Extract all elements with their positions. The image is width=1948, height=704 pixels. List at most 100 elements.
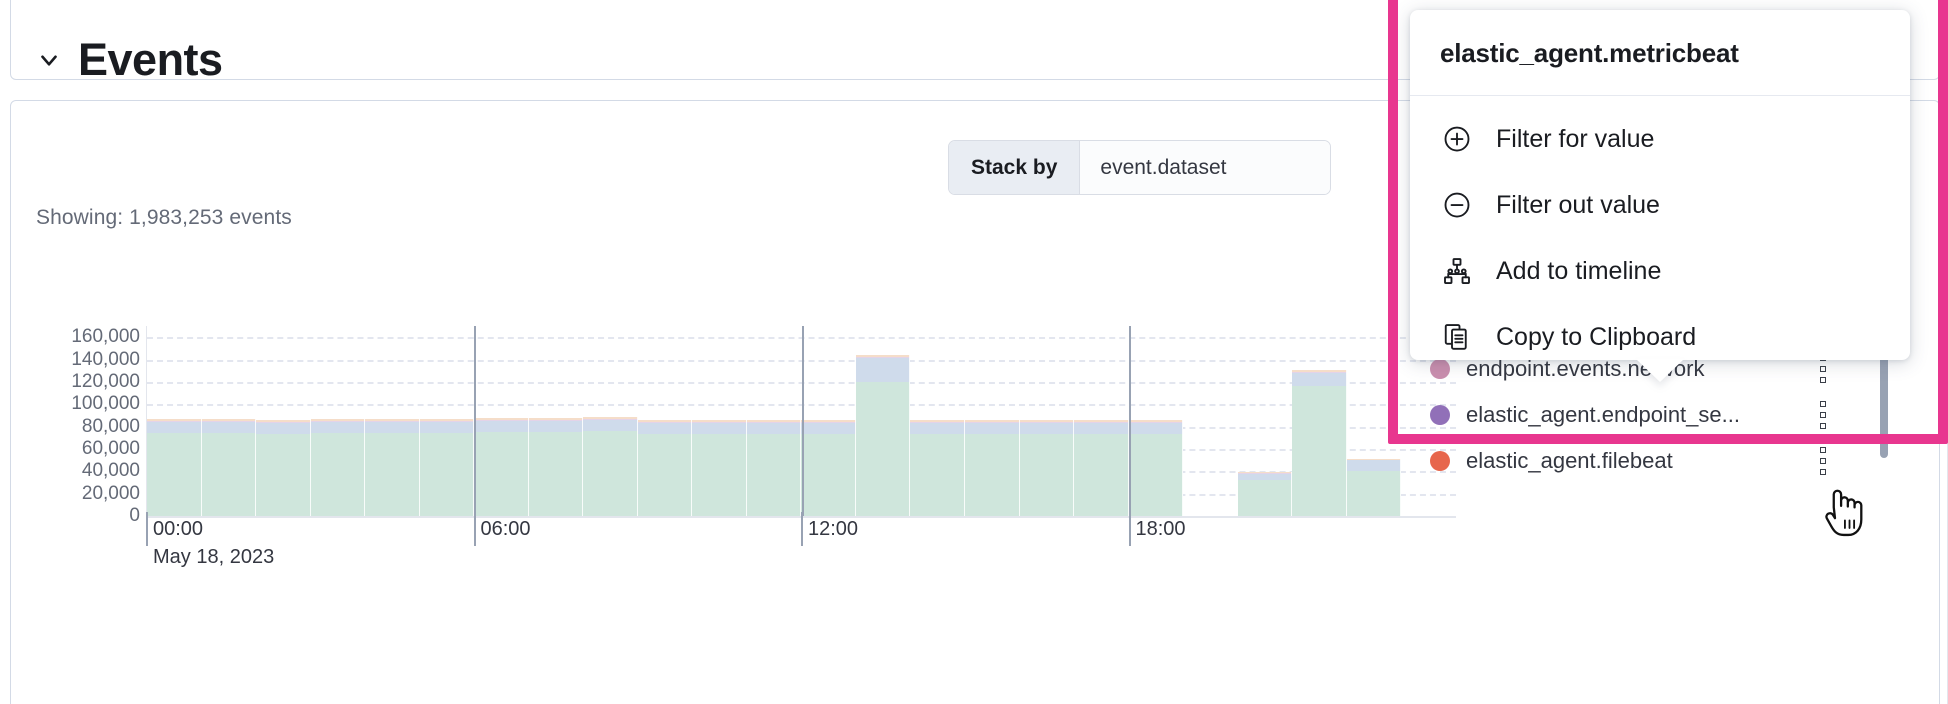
chevron-down-icon[interactable] <box>36 47 62 73</box>
bar-segment <box>474 432 529 516</box>
bar-segment <box>256 423 311 435</box>
bar-segment <box>474 419 529 422</box>
stack-by-control[interactable]: Stack by event.dataset <box>948 140 1332 195</box>
bar-segment <box>256 434 311 516</box>
bar-segment <box>1128 420 1184 423</box>
x-axis-gridline <box>801 326 804 516</box>
bar-column[interactable] <box>1019 326 1075 516</box>
bar-column[interactable] <box>474 326 529 516</box>
x-axis-gridline <box>1128 326 1131 516</box>
bar-segment <box>201 421 257 423</box>
bar-segment <box>1128 423 1184 435</box>
legend-color-dot <box>1430 451 1450 471</box>
bar-column[interactable] <box>365 326 420 516</box>
bar-segment <box>801 422 856 424</box>
bar-segment <box>1346 460 1402 472</box>
bar-segment <box>419 421 475 423</box>
bar-segment <box>1074 420 1129 423</box>
legend-scrollbar-track[interactable] <box>1880 300 1888 630</box>
bar-column[interactable] <box>583 326 638 516</box>
bar-segment <box>1237 480 1293 516</box>
legend-color-dot <box>1430 405 1450 425</box>
bar-column[interactable] <box>147 326 202 516</box>
bar-segment <box>692 420 747 423</box>
drag-handle-icon[interactable] <box>1820 401 1826 429</box>
menu-item-copy-to-clipboard[interactable]: Copy to Clipboard <box>1410 304 1910 370</box>
bar-column[interactable] <box>1183 326 1238 516</box>
x-axis-labels: 00:00 May 18, 2023 06:00 12:00 18:00 <box>146 512 1456 588</box>
bar-segment <box>310 419 366 422</box>
bar-segment <box>855 355 911 358</box>
bar-segment <box>256 422 311 424</box>
legend-scrollbar-thumb[interactable] <box>1880 302 1888 458</box>
bar-segment <box>528 419 584 422</box>
bar-column[interactable] <box>528 326 584 516</box>
bar-column[interactable] <box>801 326 856 516</box>
bar-segment <box>310 433 366 516</box>
x-axis-tick-label: 00:00 <box>153 518 204 540</box>
bar-column[interactable] <box>256 326 311 516</box>
bar-segment <box>419 422 475 434</box>
bar-segment <box>201 433 257 516</box>
legend-color-dot <box>1430 359 1450 379</box>
x-axis-tick-mark <box>1128 512 1131 546</box>
bar-column[interactable] <box>1074 326 1129 516</box>
menu-item-filter-out-value[interactable]: Filter out value <box>1410 172 1910 238</box>
bar-column[interactable] <box>419 326 475 516</box>
x-axis-gridline <box>474 326 477 516</box>
bar-segment <box>365 422 420 434</box>
menu-item-add-to-timeline[interactable]: Add to timeline <box>1410 238 1910 304</box>
y-axis-tick-label: 100,000 <box>71 393 140 415</box>
bar-segment <box>1019 434 1075 516</box>
y-axis-tick-label: 0 <box>129 505 140 526</box>
bar-segment <box>1292 386 1347 516</box>
events-count-label: Showing: 1,983,253 events <box>36 206 292 229</box>
bar-column[interactable] <box>964 326 1020 516</box>
timeline-icon <box>1440 254 1474 288</box>
bar-segment <box>1019 420 1075 423</box>
page-title: Events <box>78 34 223 85</box>
events-histogram: 160,000 140,000 120,000 100,000 80,000 60,000… <box>36 300 1456 600</box>
bar-segment <box>637 420 693 423</box>
bar-segment <box>637 422 693 424</box>
bar-segment <box>1292 369 1347 372</box>
menu-item-label: Filter out value <box>1496 190 1660 219</box>
bar-segment <box>637 434 693 516</box>
bar-column[interactable] <box>692 326 747 516</box>
bar-segment <box>365 433 420 516</box>
legend-item[interactable]: elastic_agent.endpoint_se... <box>1420 392 1850 438</box>
bar-column[interactable] <box>637 326 693 516</box>
menu-item-filter-for-value[interactable]: Filter for value <box>1410 106 1910 172</box>
menu-item-label: Copy to Clipboard <box>1496 322 1697 351</box>
bar-segment <box>147 421 202 423</box>
bar-segment <box>528 418 584 420</box>
bar-segment <box>583 419 638 432</box>
bar-column[interactable] <box>746 326 802 516</box>
legend-item[interactable]: elastic_agent.filebeat <box>1420 438 1850 484</box>
y-axis-tick-label: 40,000 <box>81 460 140 482</box>
stack-by-label: Stack by <box>949 141 1081 194</box>
bar-segment <box>746 434 802 516</box>
stack-by-value[interactable]: event.dataset <box>1080 141 1331 194</box>
popover-menu[interactable]: Filter for value Filter out value Add to t… <box>1410 96 1910 370</box>
bar-segment <box>801 420 856 423</box>
bar-segment <box>365 419 420 422</box>
bar-segment <box>1346 459 1402 460</box>
bar-column[interactable] <box>310 326 366 516</box>
bar-column[interactable] <box>1237 326 1293 516</box>
bar-column[interactable] <box>1292 326 1347 516</box>
plot-area[interactable] <box>146 326 1456 516</box>
plus-in-circle-icon <box>1440 122 1474 156</box>
bar-segment <box>1237 473 1293 481</box>
x-axis-date-label: May 18, 2023 <box>153 546 275 568</box>
bar-column[interactable] <box>201 326 257 516</box>
bar-column[interactable] <box>855 326 911 516</box>
bar-segment <box>1019 423 1075 435</box>
bar-column[interactable] <box>1128 326 1184 516</box>
bar-segment <box>637 423 693 435</box>
bar-segment <box>147 422 202 434</box>
bar-segment <box>801 434 856 516</box>
bar-column[interactable] <box>910 326 965 516</box>
bar-column[interactable] <box>1346 326 1402 516</box>
drag-handle-icon[interactable] <box>1820 447 1826 475</box>
